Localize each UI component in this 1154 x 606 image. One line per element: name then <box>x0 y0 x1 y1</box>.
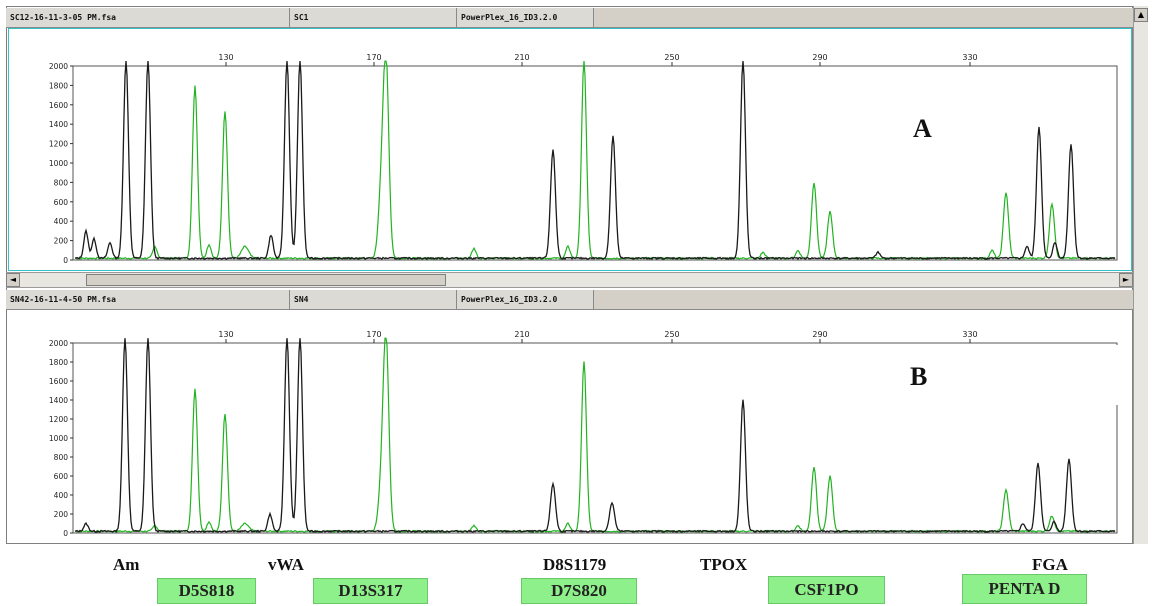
panel-a-y-tick-label: 1400 <box>49 120 68 129</box>
locus-label-am: Am <box>113 555 140 574</box>
panel-b-x-tick-label: 290 <box>812 330 827 339</box>
panel-a-header: SC12-16-11-3-05 PM.fsa SC1 PowerPlex_16_… <box>6 8 1133 28</box>
panel-b-black-trace <box>74 338 1116 534</box>
panel-a-plot-area <box>72 65 1118 261</box>
panel-a-y-tick-label: 1000 <box>49 159 68 168</box>
panel-b-y-tick-label: 200 <box>54 510 69 519</box>
panel-a-black-trace <box>74 61 1116 261</box>
panel-a-y-tick-label: 0 <box>63 256 68 265</box>
panel-a-x-tick-label: 290 <box>812 53 827 62</box>
panel-b-x-tick-label: 210 <box>514 330 529 339</box>
panel-a-y-tick-label: 1800 <box>49 81 68 90</box>
panel-a-y-tick-label: 1200 <box>49 140 68 149</box>
locus-label-vwa: vWA <box>268 555 304 574</box>
panel-b-x-tick-label: 170 <box>366 330 381 339</box>
locus-box-d7s820: D7S820 <box>521 578 637 604</box>
panel-a-letter: A <box>913 114 932 143</box>
panel-a-file-name[interactable]: SC12-16-11-3-05 PM.fsa <box>6 8 290 27</box>
panel-b-header: SN42-16-11-4-50 PM.fsa SN4 PowerPlex_16_… <box>6 290 1133 310</box>
panel-a-kit-name[interactable]: PowerPlex_16_ID3.2.0 <box>457 8 594 27</box>
panel-b-y-tick-label: 600 <box>54 472 69 481</box>
panel-a-y-tick-label: 800 <box>54 178 69 187</box>
locus-label-tpox: TPOX <box>700 555 748 574</box>
panel-a-y-tick-label: 2000 <box>49 62 68 71</box>
panel-a-y-tick-label: 200 <box>54 237 69 246</box>
panel-b-y-tick-label: 800 <box>54 453 69 462</box>
scroll-left-button[interactable]: ◄ <box>6 273 20 287</box>
locus-box-penta-d: PENTA D <box>962 574 1087 604</box>
arrow-left-icon: ◄ <box>9 275 17 284</box>
panel-b-x-tick-label: 330 <box>962 330 977 339</box>
panel-a-y-tick-label: 400 <box>54 217 69 226</box>
locus-label-d8s1179: D8S1179 <box>543 555 607 574</box>
panel-b-plot-area <box>72 342 1118 534</box>
scroll-right-button[interactable]: ► <box>1119 273 1133 287</box>
horizontal-scroll-thumb[interactable] <box>86 274 446 286</box>
scroll-up-button[interactable]: ▲ <box>1134 8 1148 22</box>
panel-a-sample-name[interactable]: SC1 <box>290 8 457 27</box>
panel-b-y-tick-label: 400 <box>54 491 69 500</box>
locus-box-csf1po: CSF1PO <box>768 576 885 604</box>
locus-box-d5s818: D5S818 <box>157 578 256 604</box>
panel-b-sample-name[interactable]: SN4 <box>290 290 457 309</box>
panel-b-y-tick-label: 1400 <box>49 396 68 405</box>
panel-a-x-tick-label: 330 <box>962 53 977 62</box>
arrow-up-icon: ▲ <box>1137 10 1145 19</box>
panel-a-y-tick-label: 600 <box>54 198 69 207</box>
panel-b-letter: B <box>910 362 928 391</box>
panel-b-y-tick-label: 2000 <box>49 339 68 348</box>
panel-b-label-mask <box>1040 345 1132 405</box>
panel-b-y-tick-label: 1800 <box>49 358 68 367</box>
panel-b-kit-name[interactable]: PowerPlex_16_ID3.2.0 <box>457 290 594 309</box>
panel-b-file-name[interactable]: SN42-16-11-4-50 PM.fsa <box>6 290 290 309</box>
panel-b-y-tick-label: 0 <box>63 529 68 538</box>
horizontal-scrollbar[interactable]: ◄ ► <box>6 272 1133 288</box>
vertical-scrollbar[interactable]: ▲ <box>1133 6 1148 544</box>
panel-a-x-tick-label: 250 <box>664 53 679 62</box>
panel-b-y-tick-label: 1000 <box>49 434 68 443</box>
panel-a-x-tick-label: 210 <box>514 53 529 62</box>
panel-b-y-tick-label: 1200 <box>49 415 68 424</box>
locus-box-d13s317: D13S317 <box>313 578 428 604</box>
panel-a-x-tick-label: 170 <box>366 53 381 62</box>
locus-label-fga: FGA <box>1032 555 1068 574</box>
panel-a-y-tick-label: 1600 <box>49 101 68 110</box>
panel-b-x-tick-label: 250 <box>664 330 679 339</box>
panel-b-x-tick-label: 130 <box>218 330 233 339</box>
panel-a-x-tick-label: 130 <box>218 53 233 62</box>
arrow-right-icon: ► <box>1122 275 1130 284</box>
panel-b-y-tick-label: 1600 <box>49 377 68 386</box>
